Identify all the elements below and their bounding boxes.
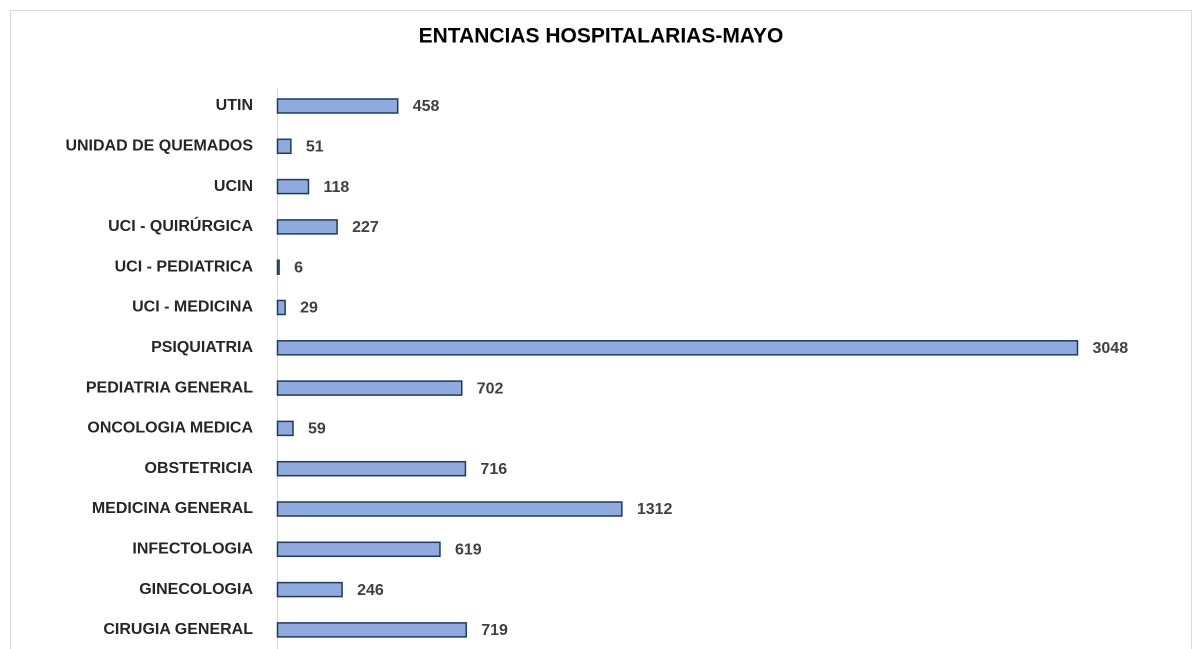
value-label: 51 — [306, 139, 324, 156]
category-label: CIRUGIA GENERAL — [103, 621, 253, 638]
bar — [276, 138, 292, 155]
value-label: 619 — [455, 542, 482, 559]
bar — [276, 380, 463, 396]
bar — [276, 541, 441, 558]
value-label: 3048 — [1093, 340, 1129, 357]
category-label: UCI - PEDIATRICA — [115, 258, 254, 275]
bar — [276, 420, 294, 437]
category-label: ONCOLOGIA MEDICA — [87, 420, 253, 437]
category-label: MEDICINA GENERAL — [92, 500, 253, 517]
bar — [276, 340, 1079, 356]
value-label: 29 — [300, 300, 318, 317]
bar — [276, 581, 343, 598]
value-label: 59 — [308, 421, 326, 438]
chart-border — [10, 10, 1192, 649]
bar — [276, 501, 623, 517]
category-label: PEDIATRIA GENERAL — [86, 379, 253, 396]
value-label: 227 — [352, 219, 379, 236]
category-label: UCI - MEDICINA — [132, 299, 253, 316]
value-label: 1312 — [637, 501, 673, 518]
category-label: UTIN — [216, 97, 253, 114]
value-label: 118 — [323, 179, 349, 196]
value-label: 458 — [413, 98, 440, 115]
value-label: 6 — [294, 259, 303, 276]
category-label: INFECTOLOGIA — [132, 541, 253, 558]
chart-title: ENTANCIAS HOSPITALARIAS-MAYO — [419, 25, 784, 48]
value-label: 719 — [481, 622, 508, 639]
bar — [276, 178, 310, 195]
category-label: UNIDAD DE QUEMADOS — [65, 138, 253, 155]
bar — [276, 460, 467, 477]
category-label: PSIQUIATRIA — [151, 339, 253, 356]
value-label: 246 — [357, 582, 384, 599]
bar — [276, 219, 338, 235]
value-label: 702 — [477, 380, 504, 397]
category-label: UCIN — [214, 178, 253, 195]
category-label: UCI - QUIRÚRGICA — [108, 216, 253, 235]
category-label: OBSTETRICIA — [145, 460, 254, 477]
value-label: 716 — [480, 461, 507, 478]
bar — [276, 622, 467, 638]
bar — [276, 299, 286, 316]
category-label: GINECOLOGIA — [139, 581, 253, 598]
bar — [276, 259, 280, 275]
bar — [276, 98, 399, 114]
